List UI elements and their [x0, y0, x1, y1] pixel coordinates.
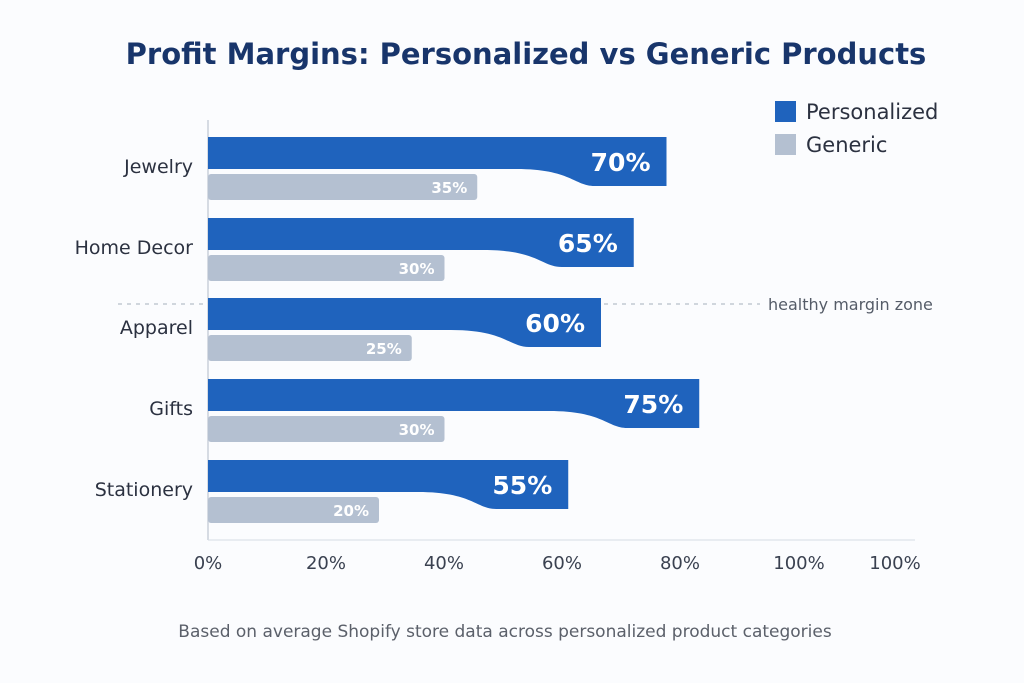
bar-generic-home-decor — [208, 255, 445, 281]
value-label-personalized-gifts: 75% — [623, 390, 683, 419]
bar-personalized-apparel — [208, 298, 601, 347]
legend-label-generic: Generic — [806, 133, 887, 157]
x-tick-label: 100% — [773, 553, 824, 574]
bar-generic-apparel — [208, 335, 412, 361]
bar-generic-jewelry — [208, 174, 478, 200]
x-tick-label: 0% — [194, 553, 223, 574]
value-label-generic-home-decor: 30% — [399, 260, 435, 278]
x-tick-label: 60% — [542, 553, 582, 574]
value-label-personalized-stationery: 55% — [492, 471, 552, 500]
category-label-jewelry: Jewelry — [123, 156, 193, 178]
category-label-home-decor: Home Decor — [75, 237, 194, 259]
legend-swatch-generic — [775, 134, 796, 155]
legend-swatch-personalized — [775, 101, 796, 122]
footnote: Based on average Shopify store data acro… — [178, 622, 832, 642]
chart-title: Profit Margins: Personalized vs Generic … — [126, 37, 927, 71]
bar-personalized-stationery — [208, 460, 569, 509]
value-label-personalized-apparel: 60% — [525, 309, 585, 338]
bar-personalized-jewelry — [208, 137, 667, 186]
value-label-personalized-jewelry: 70% — [591, 148, 651, 177]
x-tick-label: 80% — [660, 553, 700, 574]
legend-label-personalized: Personalized — [806, 100, 938, 124]
category-label-apparel: Apparel — [120, 317, 193, 339]
x-tick-label: 100% — [869, 553, 920, 574]
bar-generic-gifts — [208, 416, 445, 442]
value-label-personalized-home-decor: 65% — [558, 229, 618, 258]
legend: Personalized Generic — [775, 100, 938, 157]
bar-generic-stationery — [208, 497, 379, 523]
value-label-generic-stationery: 20% — [333, 502, 369, 520]
value-label-generic-apparel: 25% — [366, 340, 402, 358]
x-tick-label: 40% — [424, 553, 464, 574]
x-tick-label: 20% — [306, 553, 346, 574]
bar-personalized-gifts — [208, 379, 700, 428]
x-ticks: 0% 20% 40% 60% 80% 100% 100% — [194, 553, 921, 574]
value-label-generic-gifts: 30% — [399, 421, 435, 439]
category-label-stationery: Stationery — [95, 479, 193, 501]
healthy-margin-label: healthy margin zone — [768, 295, 933, 314]
bars-group: Jewelry 70% 35% Home Decor 65% 30% Apparel 60% 2… — [75, 137, 700, 523]
category-label-gifts: Gifts — [149, 398, 193, 420]
value-label-generic-jewelry: 35% — [431, 179, 467, 197]
bar-personalized-home-decor — [208, 218, 634, 267]
